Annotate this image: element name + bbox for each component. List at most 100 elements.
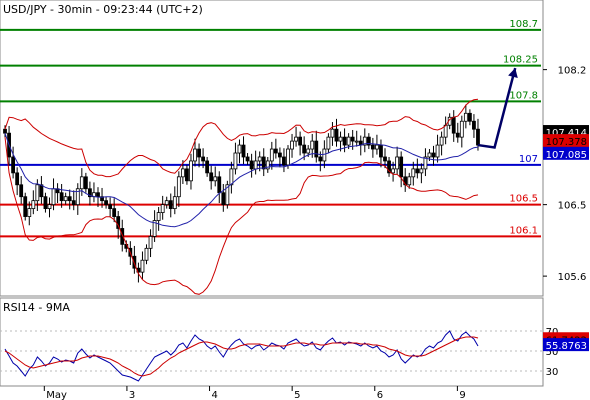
candle-body (185, 168, 189, 182)
x-tick-label: 4 (212, 390, 218, 400)
candle-body (164, 200, 169, 206)
candle-body (269, 148, 274, 162)
candle-body (160, 204, 165, 213)
candle-body (427, 152, 432, 158)
candle-body (237, 144, 242, 154)
candle-body (419, 168, 424, 174)
price-tag-label: 107.085 (546, 150, 587, 161)
candle-body (120, 228, 125, 245)
candle-body (387, 160, 391, 174)
candle-body (144, 247, 149, 261)
candle-body (205, 160, 210, 174)
candle-body (395, 156, 400, 170)
candle-body (310, 140, 315, 150)
rsi-panel: 70503061.742255.8763 (0, 327, 589, 382)
candle-body (176, 176, 181, 198)
bollinger-lower-line (4, 137, 479, 295)
candle-body (346, 136, 351, 146)
candle-body (112, 208, 117, 217)
candle-body (67, 196, 72, 202)
candle-body (342, 136, 347, 146)
candle-body (314, 140, 319, 158)
x-tick-label: 5 (294, 390, 300, 400)
x-tick-label: 6 (377, 390, 383, 400)
level-label: 108.25 (503, 55, 538, 66)
rsi-tag-box (543, 338, 589, 352)
candle-body (31, 200, 36, 210)
candle-body (439, 136, 444, 146)
y-tick-label: 108.2 (558, 66, 587, 77)
candle-body (298, 136, 303, 146)
bollinger-upper-line (4, 98, 479, 178)
candle-body (23, 196, 28, 217)
candle-body (306, 148, 311, 154)
candle-body (148, 236, 153, 249)
price-tag-box (543, 134, 589, 148)
candle-body (108, 204, 113, 210)
candle-body (326, 136, 331, 150)
level-label: 106.5 (509, 194, 538, 205)
axes: 108.2 106.5 105.6 May 3 4 5 6 9 (43, 66, 587, 400)
level-label: 108.7 (509, 19, 538, 30)
candle-body (459, 120, 464, 138)
candle-body (334, 128, 339, 142)
candle-body (96, 192, 100, 198)
price-tag-box (543, 146, 589, 160)
candle-body (273, 148, 278, 154)
candle-body (229, 168, 234, 186)
candle-body (3, 128, 7, 134)
candle-body (354, 140, 359, 143)
candle-body (282, 156, 286, 166)
forecast-arrow-line (477, 67, 517, 149)
candle-body (152, 220, 157, 237)
price-tag-label: 107.414 (546, 128, 587, 139)
candle-body (71, 200, 76, 206)
candle-body (83, 176, 88, 190)
candle-body (75, 188, 80, 206)
candle-body (435, 144, 440, 158)
candle-body (225, 184, 230, 206)
candle-body (290, 140, 294, 150)
candle-body (88, 188, 92, 198)
price-tag-label: 107.378 (546, 137, 587, 148)
level-label: 107.8 (509, 90, 538, 101)
candle-body (209, 172, 214, 182)
candle-body (286, 148, 290, 166)
candle-body (47, 204, 52, 210)
candle-body (455, 132, 460, 138)
rsi-tag-label: 55.8763 (546, 341, 587, 352)
candle-body (302, 144, 307, 154)
candle-body (375, 144, 379, 150)
candle-body (11, 156, 16, 174)
candle-body (476, 128, 480, 146)
moving-average-line (4, 133, 479, 228)
candle-body (415, 168, 420, 174)
candle-body (411, 168, 416, 178)
candle-body (278, 152, 282, 158)
candle-body (27, 208, 32, 217)
candle-body (391, 168, 395, 174)
candle-body (168, 200, 173, 210)
x-tick-label: 9 (459, 390, 465, 400)
rsi-series-line (4, 330, 479, 382)
candle-body (294, 136, 298, 142)
y-tick-label: 105.6 (558, 272, 587, 283)
candle-body (322, 148, 327, 162)
candle-body (156, 212, 161, 221)
candle-body (39, 184, 44, 198)
candle-body (79, 176, 84, 190)
candle-body (201, 156, 205, 162)
candle-body (350, 136, 355, 142)
candle-body (221, 192, 226, 206)
candle-body (197, 148, 201, 158)
main-panel: 108.7108.25107.8107106.5106.1107.414107.… (0, 19, 589, 295)
candle-body (213, 176, 218, 182)
candle-body (189, 160, 193, 182)
rsi-tick-label: 50 (546, 347, 559, 358)
candle-body (423, 156, 428, 170)
candle-body (463, 112, 468, 122)
candle-body (318, 156, 323, 162)
rsi-series-line (4, 336, 479, 377)
level-label: 106.1 (509, 225, 538, 236)
